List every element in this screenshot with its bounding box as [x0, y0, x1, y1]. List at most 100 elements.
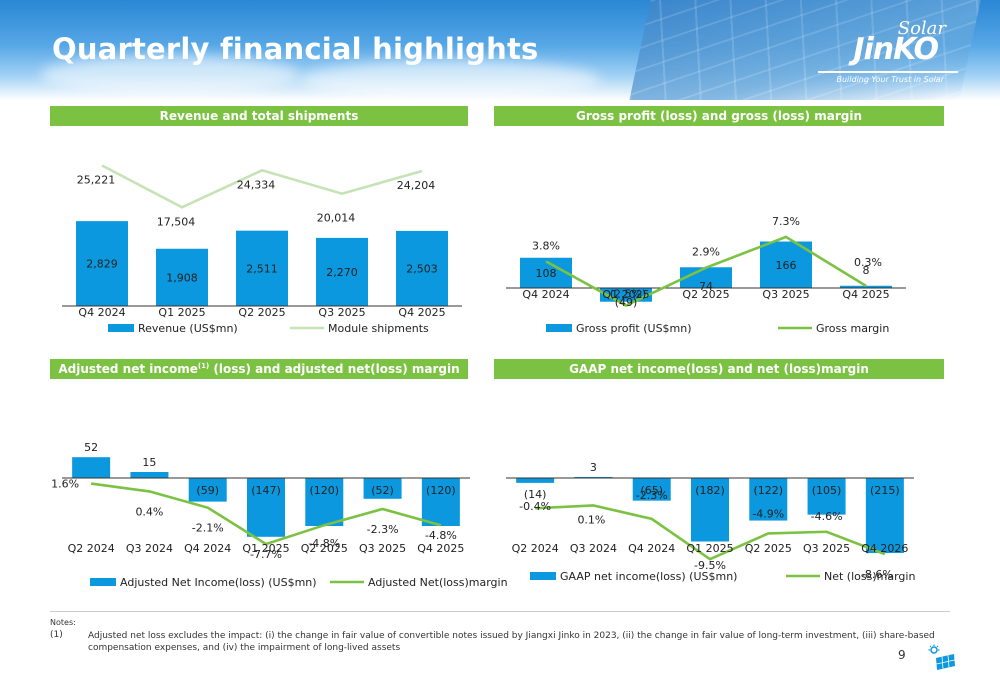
- legend-label-line: Module shipments: [328, 322, 429, 335]
- x-tick-label: Q1 2025: [602, 288, 649, 301]
- x-tick-label: Q4 2024: [522, 288, 569, 301]
- page-number: 9: [898, 648, 906, 662]
- cloud-decoration: [300, 60, 600, 100]
- line-value-label: 24,334: [237, 178, 276, 191]
- bar-value-label: (65): [640, 484, 663, 497]
- legend-label-bar: Gross profit (US$mn): [576, 322, 692, 335]
- legend-label-line: Adjusted Net(loss)margin: [368, 576, 508, 589]
- line-value-label: -4.8%: [308, 537, 340, 550]
- bar-value-label: (120): [309, 484, 339, 497]
- line-value-label: 0.3%: [854, 256, 882, 269]
- logo-name-text: JinKO: [853, 32, 939, 67]
- x-tick-label: Q4 2024: [78, 306, 125, 319]
- bar: [156, 248, 208, 306]
- x-tick-label: Q1 2025: [242, 542, 289, 555]
- bar: [421, 478, 460, 526]
- line-series: [101, 164, 423, 209]
- line-value-label: 2.9%: [692, 246, 720, 259]
- x-tick-label: Q3 2025: [803, 542, 850, 555]
- bar: [316, 237, 368, 306]
- bar: [691, 478, 729, 542]
- x-tick-label: Q2 2025: [745, 542, 792, 555]
- line-value-label: -4.6%: [811, 510, 843, 523]
- bar: [396, 230, 448, 306]
- bar: [840, 285, 892, 288]
- bar-value-label: (52): [371, 484, 394, 497]
- bar: [363, 478, 402, 499]
- section-title-part: (loss) and adjusted net(loss) margin: [209, 362, 460, 376]
- section-header-adjusted-net: Adjusted net income(1) (loss) and adjust…: [50, 359, 468, 379]
- bar-value-label: (14): [524, 488, 547, 501]
- line-value-label: -2.1%: [192, 522, 224, 535]
- bar: [130, 472, 169, 478]
- bar: [749, 478, 788, 521]
- section-header-revenue: Revenue and total shipments: [50, 106, 468, 126]
- bar-value-label: (59): [196, 484, 219, 497]
- x-tick-label: Q2 2025: [238, 306, 285, 319]
- line-value-label: 3.8%: [532, 239, 560, 252]
- bar-value-label: (215): [870, 484, 900, 497]
- x-tick-label: Q2 2024: [68, 542, 115, 555]
- line-value-label: 17,504: [157, 215, 196, 228]
- line-value-label: -4.9%: [752, 507, 784, 520]
- line-value-label: -8.6%: [861, 568, 893, 581]
- bar-value-label: 52: [84, 441, 98, 454]
- bar-value-label: (147): [251, 484, 281, 497]
- bar: [305, 478, 344, 526]
- bar-value-label: (49): [615, 296, 638, 309]
- bar: [188, 478, 227, 502]
- legend-swatch-bar: [90, 578, 116, 586]
- x-tick-label: Q2 2024: [512, 542, 559, 555]
- bar-value-label: 15: [142, 456, 156, 469]
- bar-value-label: 166: [776, 259, 797, 272]
- x-tick-label: Q4 2025: [398, 306, 445, 319]
- x-tick-label: Q4 2025: [417, 542, 464, 555]
- line-value-label: 20,014: [317, 212, 356, 225]
- logo-underline: [818, 71, 958, 73]
- solar-panel-icon: [928, 644, 955, 670]
- chart-revenue-shipments: Q4 2024 Q1 2025 Q2 2025 Q3 2025 Q4 2025 2,829…: [62, 164, 462, 335]
- x-tick-label: Q4 2025: [842, 288, 889, 301]
- line-value-label: 24,204: [397, 179, 436, 192]
- bar-value-label: 74: [699, 280, 713, 293]
- line-value-label: 0.1%: [577, 513, 605, 526]
- bar-value-label: 108: [536, 267, 557, 280]
- bar-value-label: (182): [695, 484, 725, 497]
- bar: [574, 476, 613, 478]
- legend-label-bar: Adjusted Net Income(loss) (US$mn): [120, 576, 317, 589]
- section-title-part: Adjusted net income: [58, 362, 198, 376]
- line-series: [90, 482, 442, 546]
- line-value-label: 1.6%: [51, 478, 79, 491]
- note-number: (1): [50, 630, 63, 640]
- section-header-gaap-net: GAAP net income(loss) and net (loss)marg…: [494, 359, 944, 379]
- x-tick-label: Q3 2024: [126, 542, 173, 555]
- chart-gaap-net: Q2 2024 Q3 2024 Q4 2024 Q1 2025 Q2 2025 Q3 20…: [506, 461, 915, 583]
- x-tick-label: Q4 2024: [628, 542, 675, 555]
- bar: [807, 478, 846, 515]
- line-value-label: -9.5%: [694, 559, 726, 572]
- note-text: Adjusted net loss excludes the impact: (…: [88, 631, 935, 653]
- bar-value-label: (120): [426, 484, 456, 497]
- x-tick-label: Q3 2024: [570, 542, 617, 555]
- x-tick-label: Q1 2025: [158, 306, 205, 319]
- x-tick-label: Q4 2024: [184, 542, 231, 555]
- header-banner: [0, 0, 1000, 100]
- x-tick-label: Q3 2025: [359, 542, 406, 555]
- x-tick-label: Q3 2025: [762, 288, 809, 301]
- x-tick-label: Q2 2025: [682, 288, 729, 301]
- section-header-gross-profit: Gross profit (loss) and gross (loss) mar…: [494, 106, 944, 126]
- legend-swatch-bar: [530, 572, 556, 580]
- x-tick-label: Q3 2025: [318, 306, 365, 319]
- legend-label-line: Net (loss)margin: [824, 570, 915, 583]
- line-value-label: (2.5%): [610, 288, 647, 301]
- bar-value-label: 2,829: [86, 258, 118, 271]
- logo-solar-text: Solar: [897, 18, 946, 39]
- bar-value-label: (105): [812, 484, 842, 497]
- x-tick-label: Q1 2025: [686, 542, 733, 555]
- legend-label-bar: GAAP net income(loss) (US$mn): [560, 570, 737, 583]
- bar: [76, 221, 128, 306]
- line-value-label: -7.7%: [250, 548, 282, 561]
- footnote-marker: (1): [197, 362, 210, 370]
- chart-gross-profit: Q4 2024 Q1 2025 Q2 2025 Q3 2025 Q4 2025 108 (4…: [506, 215, 906, 335]
- bar: [72, 457, 111, 478]
